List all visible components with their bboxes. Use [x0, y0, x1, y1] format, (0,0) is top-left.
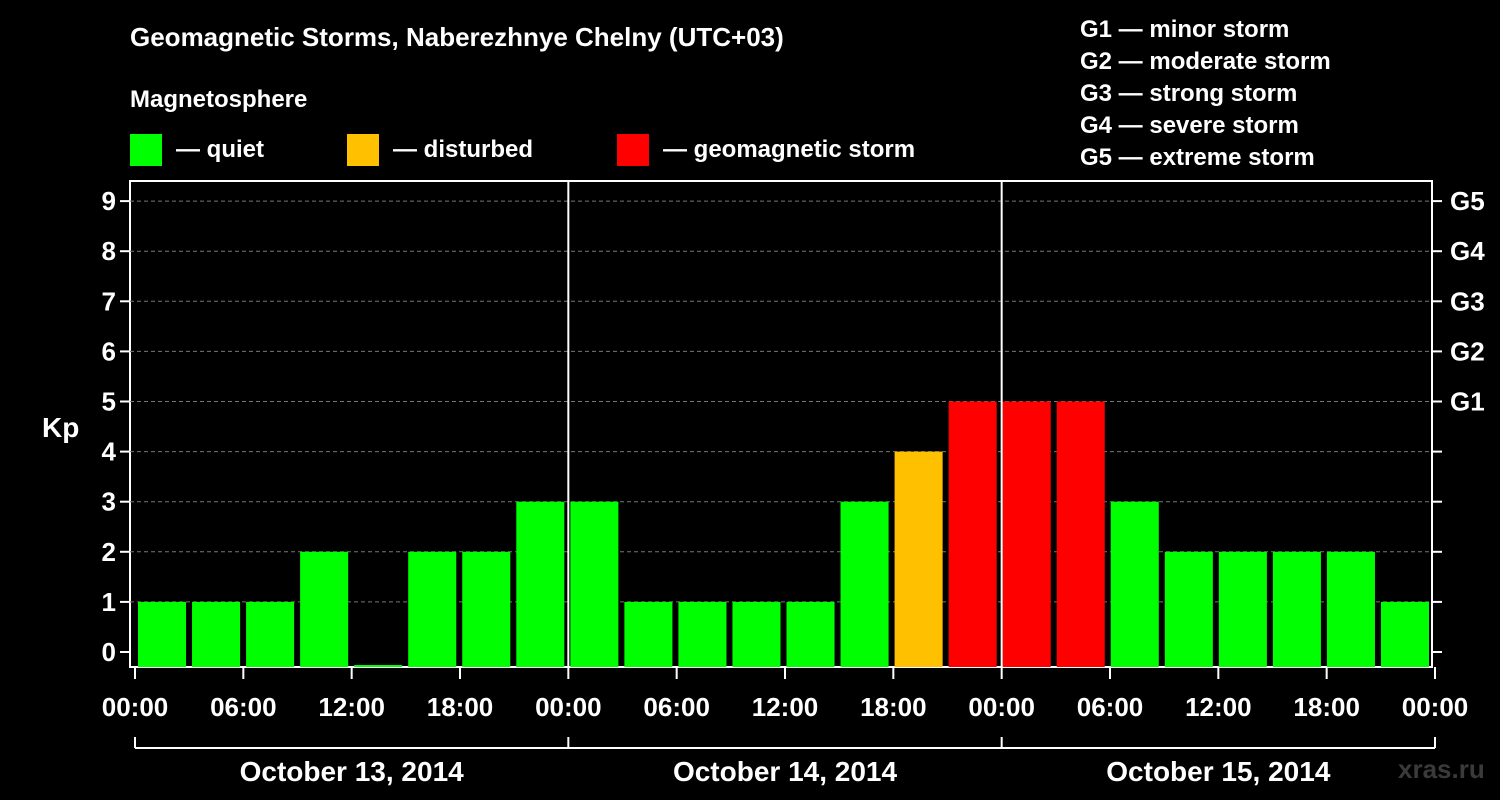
- storm-scale-g2: G2 — moderate storm: [1080, 48, 1331, 75]
- storm-scale-g1: G1 — minor storm: [1080, 16, 1290, 43]
- legend-item-storm: — geomagnetic storm: [617, 134, 915, 166]
- kp-bar: [192, 601, 241, 667]
- kp-bar: [678, 601, 727, 667]
- quiet-swatch: [130, 134, 162, 166]
- legend-label-disturbed: — disturbed: [393, 136, 534, 163]
- x-tick-label: 00:00: [535, 692, 602, 722]
- kp-bar: [408, 551, 457, 667]
- kp-bar: [1002, 401, 1051, 667]
- x-tick-label: 12:00: [318, 692, 385, 722]
- x-tick-label: 18:00: [427, 692, 494, 722]
- x-tick-label: 18:00: [860, 692, 927, 722]
- kp-bar: [300, 551, 349, 667]
- storm-scale-g5: G5 — extreme storm: [1080, 144, 1315, 171]
- x-tick-label: 00:00: [1402, 692, 1469, 722]
- x-tick-label: 12:00: [752, 692, 819, 722]
- g-scale-label: G2: [1450, 336, 1485, 366]
- kp-bar: [1110, 501, 1159, 667]
- kp-bar: [1056, 401, 1105, 667]
- storm-scale-g4: G4 — severe storm: [1080, 112, 1299, 139]
- day-label: October 14, 2014: [673, 756, 898, 787]
- kp-bar: [1218, 551, 1267, 667]
- storm-swatch: [617, 134, 649, 166]
- watermark: xras.ru: [1398, 754, 1485, 784]
- storm-scale-list: G1 — minor storm G2 — moderate storm G3 …: [1080, 14, 1331, 174]
- kp-bar: [624, 601, 673, 667]
- kp-bar: [1326, 551, 1375, 667]
- legend-item-quiet: — quiet: [130, 134, 264, 166]
- kp-bar: [1272, 551, 1321, 667]
- legend-label-quiet: — quiet: [176, 136, 264, 163]
- x-tick-label: 00:00: [968, 692, 1035, 722]
- y-tick-label: 6: [102, 336, 116, 366]
- x-tick-label: 06:00: [210, 692, 277, 722]
- kp-bar: [948, 401, 997, 667]
- kp-bar: [462, 551, 511, 667]
- y-tick-label: 8: [102, 236, 116, 266]
- kp-bar: [840, 501, 889, 667]
- g-scale-label: G3: [1450, 286, 1485, 316]
- y-axis-label: Kp: [42, 412, 79, 443]
- kp-bar: [570, 501, 619, 667]
- kp-bar: [516, 501, 565, 667]
- x-tick-label: 00:00: [102, 692, 169, 722]
- kp-bar: [732, 601, 781, 667]
- storm-scale-g3: G3 — strong storm: [1080, 80, 1298, 107]
- kp-bar: [786, 601, 835, 667]
- disturbed-swatch: [347, 134, 379, 166]
- plot-frame: [129, 180, 1433, 668]
- y-tick-label: 7: [102, 286, 116, 316]
- chart-title: Geomagnetic Storms, Naberezhnye Chelny (…: [130, 22, 784, 52]
- x-tick-label: 12:00: [1185, 692, 1252, 722]
- y-tick-label: 3: [102, 487, 116, 517]
- y-tick-label: 5: [102, 387, 116, 417]
- day-label: October 13, 2014: [240, 756, 465, 787]
- x-tick-label: 18:00: [1293, 692, 1360, 722]
- kp-bar: [894, 451, 943, 667]
- legend-label-storm: — geomagnetic storm: [663, 136, 916, 163]
- g-scale-label: G4: [1450, 236, 1485, 266]
- kp-bar: [138, 601, 187, 667]
- legend-heading: Magnetosphere: [130, 86, 308, 113]
- x-tick-label: 06:00: [643, 692, 710, 722]
- day-label: October 15, 2014: [1106, 756, 1331, 787]
- y-tick-label: 0: [102, 637, 116, 667]
- g-scale-label: G1: [1450, 387, 1485, 417]
- y-tick-label: 2: [102, 537, 116, 567]
- g-scale-label: G5: [1450, 186, 1485, 216]
- x-tick-label: 06:00: [1077, 692, 1144, 722]
- kp-bar: [246, 601, 295, 667]
- y-tick-label: 9: [102, 186, 116, 216]
- legend-item-disturbed: — disturbed: [347, 134, 533, 166]
- kp-bar: [1380, 601, 1429, 667]
- y-tick-label: 1: [102, 587, 116, 617]
- y-tick-label: 4: [102, 437, 117, 467]
- kp-bar: [1164, 551, 1213, 667]
